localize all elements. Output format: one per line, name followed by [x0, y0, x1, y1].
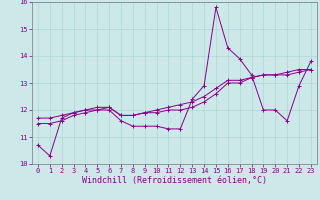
X-axis label: Windchill (Refroidissement éolien,°C): Windchill (Refroidissement éolien,°C)	[82, 176, 267, 185]
